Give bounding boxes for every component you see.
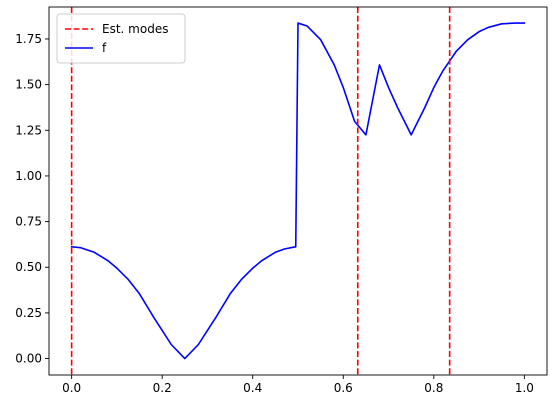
y-tick-label-1: 0.25	[15, 306, 42, 320]
x-tick-label-0: 0.0	[62, 381, 81, 395]
legend-label-0: Est. modes	[102, 22, 168, 36]
series-line-f	[70, 22, 526, 360]
x-tick-label-4: 0.8	[424, 381, 443, 395]
y-tick-label-2: 0.50	[15, 260, 42, 274]
x-tick-label-2: 0.4	[243, 381, 262, 395]
y-tick-label-5: 1.25	[15, 123, 42, 137]
legend: Est. modes f	[56, 13, 186, 64]
y-tick-label-7: 1.75	[15, 32, 42, 46]
y-tick-label-3: 0.75	[15, 215, 42, 229]
axes: 0.0 0.2 0.4 0.6 0.8 1.0 0.00 0.25 0.50 0.75 1.00 1.…	[15, 6, 548, 395]
y-tick-label-6: 1.50	[15, 78, 42, 92]
y-tick-label-4: 1.00	[15, 169, 42, 183]
x-tick-label-5: 1.0	[515, 381, 534, 395]
x-tick-label-3: 0.6	[334, 381, 353, 395]
legend-label-1: f	[102, 41, 107, 55]
x-tick-label-1: 0.2	[153, 381, 172, 395]
legend-box	[56, 13, 186, 64]
y-tick-label-0: 0.00	[15, 352, 42, 366]
plot-frame	[48, 6, 548, 376]
